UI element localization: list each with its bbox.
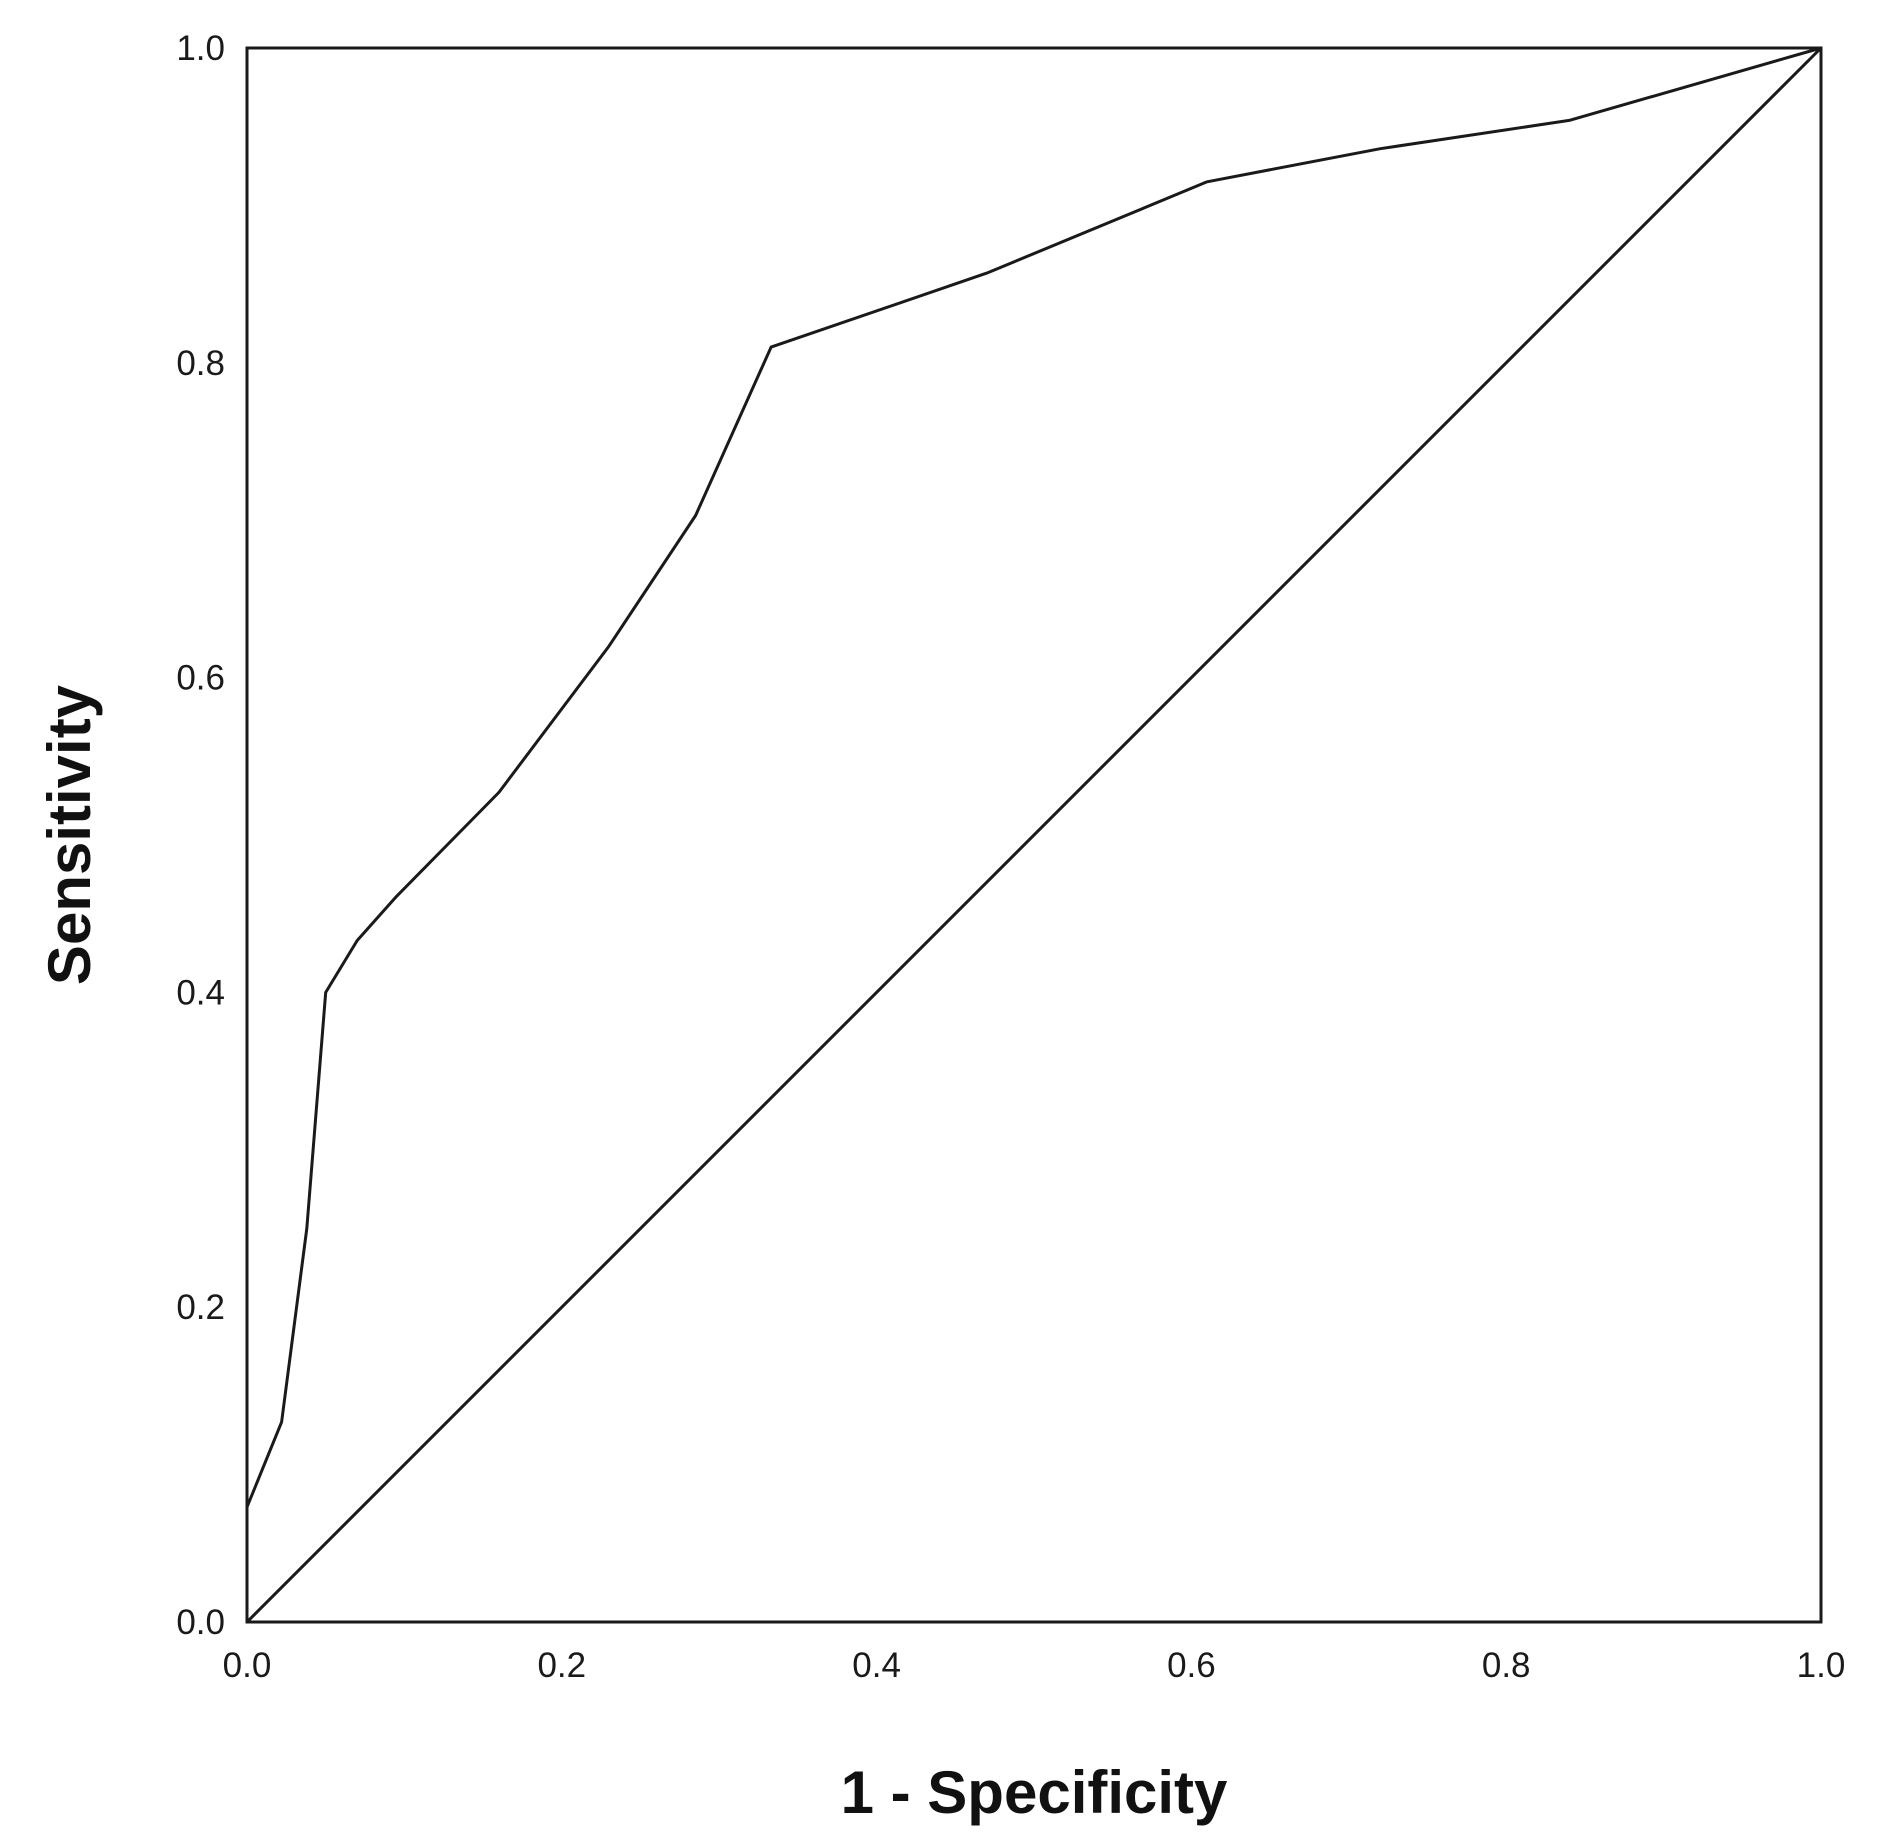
x-axis-title: 1 - Specificity xyxy=(841,1759,1228,1826)
x-tick-label: 0.2 xyxy=(537,1646,586,1685)
y-tick-label: 0.0 xyxy=(176,1603,225,1642)
y-tick-label: 0.2 xyxy=(176,1288,225,1327)
y-tick-label: 0.4 xyxy=(176,973,225,1012)
x-tick-label: 0.6 xyxy=(1167,1646,1216,1685)
y-tick-label: 0.8 xyxy=(176,344,225,383)
plot-frame xyxy=(245,46,1823,1624)
y-tick-labels: 0.0 0.2 0.4 0.6 0.8 1.0 xyxy=(176,29,225,1642)
x-tick-label: 0.0 xyxy=(223,1646,272,1685)
roc-curve-line xyxy=(245,46,1822,1622)
x-tick-label: 0.4 xyxy=(852,1646,901,1685)
x-tick-label: 1.0 xyxy=(1797,1646,1846,1685)
x-tick-labels: 0.0 0.2 0.4 0.6 0.8 1.0 xyxy=(223,1646,1846,1685)
series-layer xyxy=(245,46,1823,1624)
y-tick-label: 0.6 xyxy=(176,659,225,698)
reference-diagonal-line xyxy=(245,46,1823,1624)
y-axis-title: Sensitivity xyxy=(36,684,103,985)
x-tick-label: 0.8 xyxy=(1482,1646,1531,1685)
y-tick-label: 1.0 xyxy=(176,29,225,68)
